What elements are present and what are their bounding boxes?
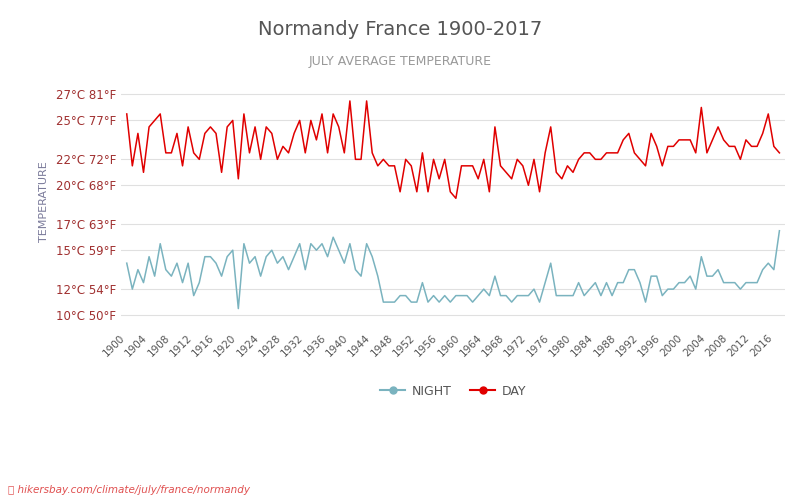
Text: JULY AVERAGE TEMPERATURE: JULY AVERAGE TEMPERATURE — [309, 55, 491, 68]
Text: Normandy France 1900-2017: Normandy France 1900-2017 — [258, 20, 542, 39]
Y-axis label: TEMPERATURE: TEMPERATURE — [39, 161, 49, 242]
Legend: NIGHT, DAY: NIGHT, DAY — [375, 380, 531, 403]
Text: 🔸 hikersbay.com/climate/july/france/normandy: 🔸 hikersbay.com/climate/july/france/norm… — [8, 485, 250, 495]
